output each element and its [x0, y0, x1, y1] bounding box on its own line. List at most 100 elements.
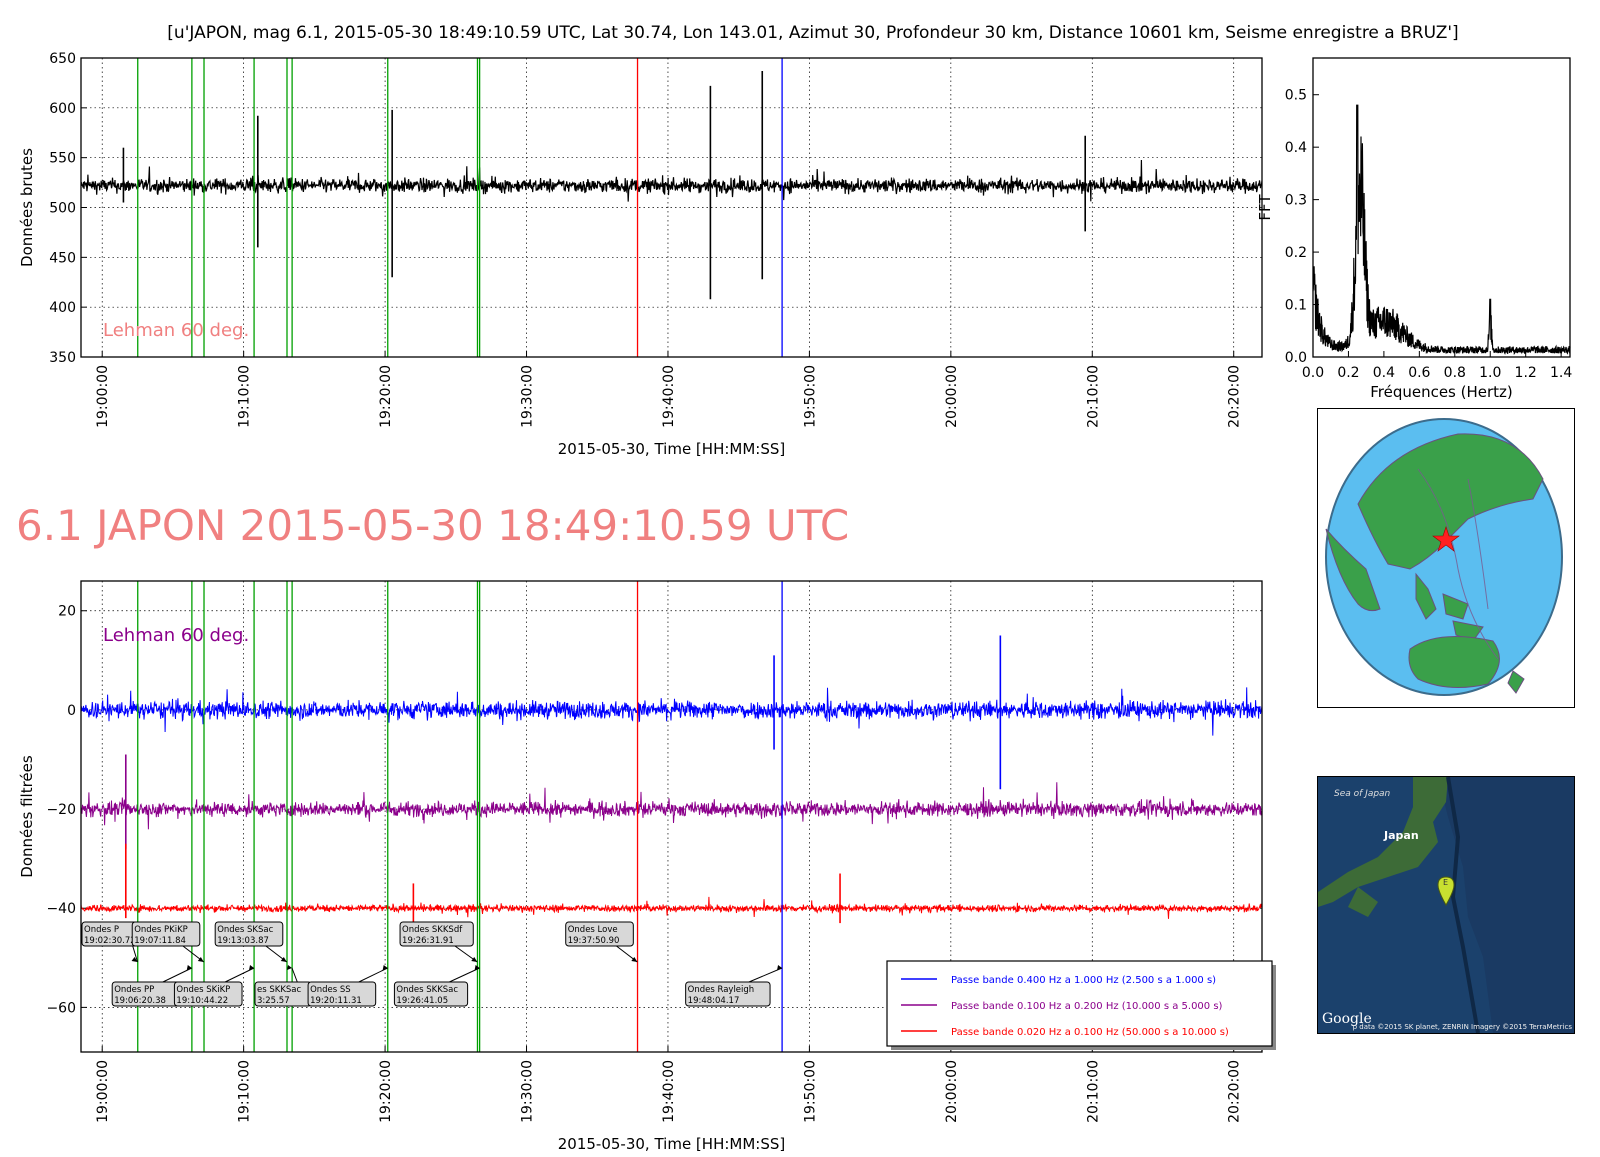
- sea-of-japan-label: Sea of Japan: [1334, 789, 1391, 799]
- y-tick-label: 0.3: [1285, 193, 1307, 209]
- phase-label-name: Ondes SKKSdf: [402, 925, 463, 935]
- arrow-head-icon: [382, 965, 388, 970]
- phase-label-name: Ondes SKKSac: [396, 985, 458, 995]
- lehman-annotation: Lehman 60 deg.: [103, 320, 249, 341]
- phase-label-name: Ondes SKSac: [217, 925, 273, 935]
- x-tick-label: 19:10:00: [237, 1060, 253, 1123]
- phase-label-name: Ondes P: [84, 925, 119, 935]
- phase-label-time: 19:13:03.87: [217, 936, 269, 946]
- x-tick-label: 1.0: [1479, 365, 1501, 381]
- y-tick-label: 450: [49, 250, 76, 266]
- arrow-head-icon: [474, 965, 480, 970]
- x-tick-label: 19:50:00: [802, 365, 818, 428]
- arrow-head-icon: [131, 957, 138, 962]
- plot-area: [81, 58, 1262, 357]
- phase-label-time: 19:37:50.90: [568, 936, 620, 946]
- x-tick-label: 19:30:00: [520, 365, 536, 428]
- y-tick-label: 0.0: [1285, 350, 1307, 366]
- phase-label-box: [214, 921, 284, 947]
- google-logo: Google: [1322, 1011, 1372, 1027]
- figure-title: [u'JAPON, mag 6.1, 2015-05-30 18:49:10.5…: [167, 23, 1458, 43]
- marker-letter: E: [1443, 878, 1449, 887]
- legend: Passe bande 0.400 Hz a 1.000 Hz (2.500 s…: [886, 960, 1276, 1050]
- y-tick-label: 0.5: [1285, 88, 1307, 104]
- plot-frame: [80, 580, 1263, 1053]
- phase-label-time: 19:26:41.05: [396, 996, 448, 1006]
- map-attribution: p data ©2015 SK planet, ZENRIN Imagery ©…: [1352, 1023, 1572, 1031]
- epicenter-star-icon: [1432, 526, 1460, 552]
- x-tick-label: 19:30:00: [520, 1060, 536, 1123]
- arrow-head-icon: [471, 957, 478, 962]
- x-tick-label: 19:20:00: [378, 365, 394, 428]
- x-tick-label: 20:00:00: [944, 365, 960, 428]
- y-tick-label: 650: [49, 51, 76, 67]
- phase-label-name: Ondes Love: [568, 925, 618, 935]
- phase-label-name: Ondes PP: [114, 985, 154, 995]
- y-tick-label: 20: [58, 604, 76, 620]
- legend-label: Passe bande 0.020 Hz a 0.100 Hz (50.000 …: [951, 1027, 1229, 1038]
- series-line-0: [81, 159, 1262, 202]
- phase-label-time: 19:02:30.72: [84, 936, 136, 946]
- y-tick-label: 350: [49, 350, 76, 366]
- x-tick-label: 20:20:00: [1227, 1060, 1243, 1123]
- arrow-head-icon: [286, 965, 292, 970]
- x-tick-label: 19:10:00: [237, 365, 253, 428]
- satellite-map: Sea of Japan Japan E Google p data ©2015…: [1317, 776, 1575, 1034]
- phase-label-box: [393, 981, 469, 1007]
- x-axis-label: 2015-05-30, Time [HH:MM:SS]: [558, 1135, 785, 1153]
- y-axis-label: Données brutes: [18, 148, 36, 267]
- y-tick-label: −40: [46, 901, 76, 917]
- arrow-head-icon: [249, 965, 255, 970]
- plot-frame: [1312, 57, 1571, 358]
- raw-seismogram-plot: 19:00:00 19:10:00 19:20:00 19:30:00 19:40:00…: [18, 51, 1263, 458]
- x-tick-label: 20:20:00: [1227, 365, 1243, 428]
- phase-label-arrow: [358, 967, 388, 983]
- legend-label: Passe bande 0.100 Hz a 0.200 Hz (10.000 …: [951, 1001, 1223, 1012]
- x-tick-label: 1.4: [1550, 365, 1572, 381]
- phase-label-time: 19:48:04.17: [688, 996, 740, 1006]
- phase-label-time: 3:25.57: [257, 996, 290, 1006]
- fft-spectrum-plot: 0.0 0.2 0.4 0.6 0.8 1.0 1.2 1.4 0.0 0.1 0.2 0.3 0.4 0…: [1256, 57, 1572, 401]
- y-tick-label: −20: [46, 802, 76, 818]
- phase-label-arrow: [224, 967, 255, 983]
- phase-label-time: 19:06:20.38: [114, 996, 166, 1006]
- phase-label-time: 19:07:11.84: [134, 936, 186, 946]
- phase-label-box: [399, 921, 474, 947]
- x-tick-label: 19:40:00: [661, 365, 677, 428]
- x-tick-label: 0.0: [1302, 365, 1324, 381]
- x-tick-label: 0.4: [1373, 365, 1395, 381]
- x-tick-label: 1.2: [1515, 365, 1537, 381]
- y-axis-label: FFT: [1256, 194, 1274, 221]
- plot-area: [81, 581, 1262, 1052]
- plot-frame: [80, 57, 1263, 358]
- arrow-head-icon: [280, 957, 287, 962]
- arrow-head-icon: [631, 957, 638, 962]
- x-tick-label: 0.2: [1337, 365, 1359, 381]
- japan-label: Japan: [1384, 829, 1419, 842]
- x-tick-label: 20:00:00: [944, 1060, 960, 1123]
- phase-label-name: Ondes SKiKP: [176, 985, 230, 995]
- x-tick-label: 20:10:00: [1085, 1060, 1101, 1123]
- phase-label-box: [565, 921, 634, 947]
- phase-label-box: [307, 981, 377, 1007]
- y-tick-label: 0: [67, 703, 76, 719]
- globe-map: [1317, 408, 1575, 708]
- y-tick-label: 0.1: [1285, 298, 1307, 314]
- phase-label-arrow: [291, 967, 298, 983]
- series-line-2: [81, 896, 1262, 919]
- y-tick-label: 600: [49, 101, 76, 117]
- phase-label-time: 19:20:11.31: [310, 996, 362, 1006]
- phase-label-name: es SKKSac: [257, 985, 302, 995]
- x-axis-label: Fréquences (Hertz): [1370, 383, 1513, 401]
- x-tick-label: 0.8: [1444, 365, 1466, 381]
- phase-label-arrow: [132, 945, 139, 963]
- lehman-annotation: Lehman 60 deg.: [103, 625, 249, 646]
